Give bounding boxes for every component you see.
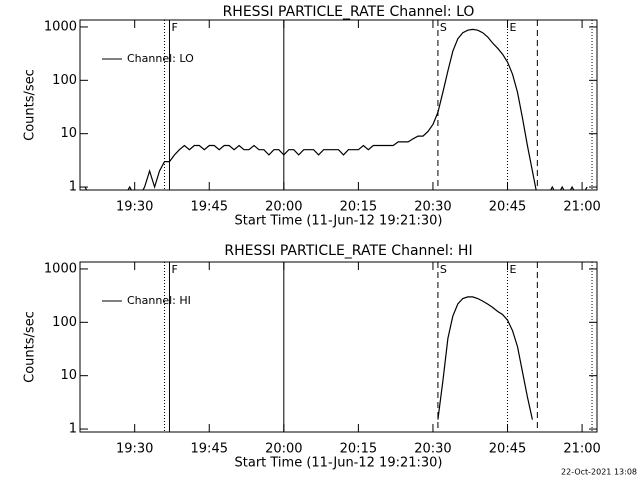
x-tick-label: 20:15 <box>340 200 377 215</box>
x-tick-label: 20:00 <box>265 442 302 457</box>
plot-frame <box>79 19 598 191</box>
x-tick-label: 20:45 <box>489 442 526 457</box>
x-tick-label: 20:30 <box>414 442 451 457</box>
plot-frame <box>79 261 598 433</box>
x-tick-label: 21:00 <box>563 442 600 457</box>
marker-label: F <box>171 263 177 276</box>
marker-label: S <box>440 21 447 34</box>
chart-title: RHESSI PARTICLE_RATE Channel: LO <box>223 4 475 20</box>
x-axis-label: Start Time (11-Jun-12 19:21:30) <box>235 456 443 471</box>
y-tick-label: 100 <box>52 73 77 88</box>
marker-label: S <box>440 263 447 276</box>
chart-title: RHESSI PARTICLE_RATE Channel: HI <box>224 243 472 259</box>
y-tick-label: 1 <box>69 180 77 195</box>
footer: 22-Oct-2021 13:08 <box>561 468 637 477</box>
x-axis-label: Start Time (11-Jun-12 19:21:30) <box>235 214 443 229</box>
y-tick-label: 10 <box>60 126 77 141</box>
marker-label: E <box>510 263 517 276</box>
y-tick-label: 1 <box>69 422 77 437</box>
y-tick-label: 1000 <box>44 19 77 34</box>
y-axis-label: Counts/sec <box>23 311 38 383</box>
legend-label: Channel: HI <box>127 294 191 307</box>
x-tick-label: 20:30 <box>414 200 451 215</box>
x-tick-label: 19:45 <box>191 200 228 215</box>
y-tick-label: 10 <box>60 368 77 383</box>
x-tick-label: 20:45 <box>489 200 526 215</box>
marker-label: F <box>171 21 177 34</box>
series-line <box>84 28 588 190</box>
marker-label: E <box>510 21 517 34</box>
x-tick-label: 20:15 <box>340 442 377 457</box>
y-tick-label: 100 <box>52 315 77 330</box>
y-axis-label: Counts/sec <box>23 69 38 141</box>
x-tick-label: 21:00 <box>563 200 600 215</box>
y-tick-label: 1000 <box>44 261 77 276</box>
x-tick-label: 19:45 <box>191 442 228 457</box>
x-tick-label: 20:00 <box>265 200 302 215</box>
series-line <box>437 296 533 420</box>
x-tick-label: 19:30 <box>116 200 153 215</box>
x-tick-label: 19:30 <box>116 442 153 457</box>
legend-label: Channel: LO <box>127 52 194 65</box>
